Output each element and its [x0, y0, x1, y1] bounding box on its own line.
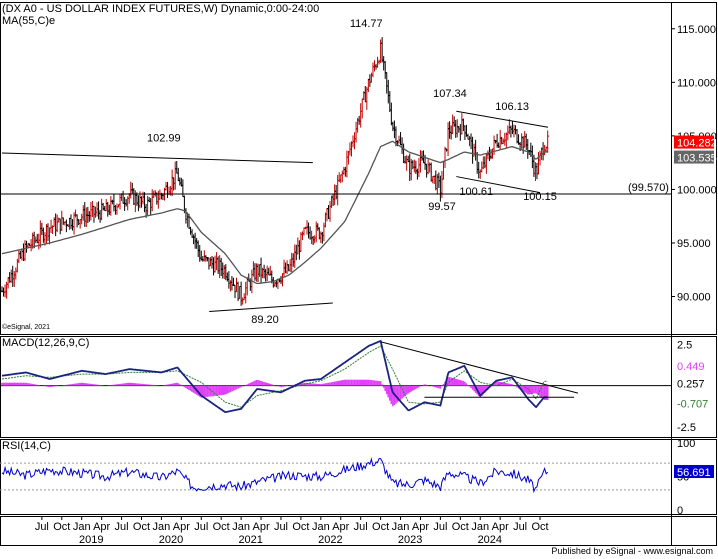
price-tick-label: 90.000: [677, 292, 711, 304]
macd-value-badge: -0.707: [677, 398, 708, 410]
support-label: (99.570): [628, 182, 669, 194]
rsi-value-badge: 56.691: [677, 467, 711, 479]
rsi-line: [1, 457, 549, 494]
year-label: 2021: [238, 534, 262, 546]
year-label: 2023: [398, 534, 422, 546]
rsi-value-badge-bg: [674, 465, 714, 479]
macd-line: [1, 339, 548, 414]
price-annotation: 114.77: [350, 18, 383, 30]
macd-tick-label: 2.5: [677, 339, 692, 351]
price-tick-label: 115.000: [677, 24, 716, 36]
macd-signal-line: [1, 345, 548, 408]
last-price-badge: 104.282: [677, 138, 717, 150]
price-annotation: 100.15: [523, 191, 557, 203]
month-label: Jul: [35, 521, 49, 533]
month-label: Oct: [531, 521, 548, 533]
price-annotation: 100.61: [459, 186, 493, 198]
annotation-layer: (99.570)102.99114.77107.34106.1399.57100…: [0, 18, 671, 398]
ma-label: MA(55,C)e: [2, 15, 55, 27]
price-tick-label: 95.000: [677, 238, 711, 250]
macd-hist-badge-bg: [674, 359, 714, 373]
month-label: Oct: [372, 521, 389, 533]
month-label: Oct: [133, 521, 150, 533]
badge-layer: 103.535 104.282 0.449 0.257 -0.707 56.691: [674, 135, 717, 479]
macd-tick-label: -2.5: [677, 422, 696, 434]
month-label: Oct: [213, 521, 230, 533]
month-label: Jan: [392, 521, 410, 533]
month-label: Jul: [354, 521, 368, 533]
year-label: 2019: [79, 534, 103, 546]
month-label: Jul: [194, 521, 208, 533]
rsi-layer: [0, 457, 671, 494]
year-label: 2024: [478, 534, 502, 546]
month-label: Jul: [274, 521, 288, 533]
month-label: Apr: [492, 521, 509, 533]
month-label: Jul: [513, 521, 527, 533]
trendline: [1, 152, 313, 164]
month-label: Apr: [252, 521, 269, 533]
year-label: 2022: [318, 534, 342, 546]
macd-trendline: [380, 341, 579, 394]
macd-signal-badge-bg: [674, 376, 714, 390]
watermark: ©eSignal, 2021: [2, 323, 50, 331]
month-label: Oct: [452, 521, 469, 533]
macd-signal-badge: 0.257: [677, 378, 705, 390]
price-annotation: 106.13: [495, 101, 529, 113]
price-layer: [0, 37, 550, 306]
panel-frame: [0, 516, 717, 546]
chart-title: (DX A0 - US DOLLAR INDEX FUTURES,W) Dyna…: [2, 3, 319, 15]
ma-value-badge: 103.535: [677, 153, 717, 165]
month-label: Jul: [433, 521, 447, 533]
rsi-label: RSI(14,C): [2, 440, 51, 452]
month-label: Apr: [93, 521, 110, 533]
month-label: Apr: [332, 521, 349, 533]
panel-frame: [0, 2, 717, 335]
year-label: 2020: [159, 534, 183, 546]
price-annotation: 107.34: [433, 88, 467, 100]
trendline: [456, 176, 541, 194]
macd-hist-badge: 0.449: [677, 361, 705, 373]
macd-layer: [0, 339, 671, 414]
macd-label: MACD(12,26,9,C): [2, 337, 89, 349]
rsi-tick-label: 100: [677, 438, 695, 450]
trendline: [456, 110, 549, 128]
month-label: Jan: [232, 521, 250, 533]
month-label: Oct: [53, 521, 70, 533]
price-tick-label: 100.000: [677, 184, 717, 196]
month-label: Jan: [312, 521, 330, 533]
month-label: Apr: [412, 521, 429, 533]
price-annotation: 99.57: [428, 201, 456, 213]
macd-value-badge-bg: [674, 396, 714, 410]
month-label: Jul: [115, 521, 129, 533]
month-label: Oct: [292, 521, 309, 533]
price-annotation: 89.20: [251, 314, 279, 326]
moving-average-line: [1, 140, 548, 285]
panel-frame: [0, 336, 717, 438]
month-label: Jan: [153, 521, 171, 533]
rsi-tick-label: 0: [677, 505, 683, 517]
price-annotation: 102.99: [147, 132, 181, 144]
month-label: Jan: [73, 521, 91, 533]
last-price-badge-bg: [674, 135, 714, 149]
ma-value-badge-bg: [674, 150, 714, 164]
trendline: [209, 302, 333, 313]
price-tick-label: 110.000: [677, 77, 716, 89]
footer-credit: Published by eSignal - www.esignal.com: [551, 546, 713, 556]
month-label: Apr: [173, 521, 190, 533]
axis-layer: 115.000110.000105.000100.00095.00090.000…: [35, 24, 717, 546]
month-label: Jan: [471, 521, 489, 533]
panel-frame: [0, 439, 717, 515]
panel-frames: [0, 2, 717, 546]
